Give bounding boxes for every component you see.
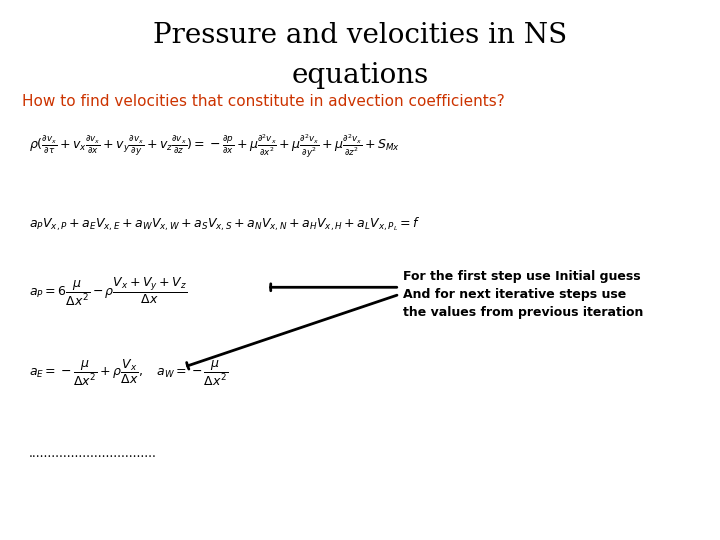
Text: Pressure and velocities in NS: Pressure and velocities in NS bbox=[153, 22, 567, 49]
Text: How to find velocities that constitute in advection coefficients?: How to find velocities that constitute i… bbox=[22, 94, 504, 110]
Text: For the first step use Initial guess
And for next iterative steps use
the values: For the first step use Initial guess And… bbox=[403, 270, 644, 319]
Text: $a_P=6\dfrac{\mu}{\Delta x^2}-\rho\dfrac{V_x+V_y+V_z}{\Delta x}$: $a_P=6\dfrac{\mu}{\Delta x^2}-\rho\dfrac… bbox=[29, 275, 187, 308]
Text: $a_E=-\dfrac{\mu}{\Delta x^2}+\rho\dfrac{V_x}{\Delta x},\quad a_W=-\dfrac{\mu}{\: $a_E=-\dfrac{\mu}{\Delta x^2}+\rho\dfrac… bbox=[29, 357, 228, 388]
Text: $\rho(\frac{\partial v_x}{\partial \tau}+v_x\frac{\partial v_x}{\partial x}+v_y\: $\rho(\frac{\partial v_x}{\partial \tau}… bbox=[29, 132, 400, 159]
Text: $a_P V_{x,P}+a_E V_{x,E}+a_W V_{x,W}+a_S V_{x,S}+a_N V_{x,N}+a_H V_{x,H}+a_L V_{: $a_P V_{x,P}+a_E V_{x,E}+a_W V_{x,W}+a_S… bbox=[29, 215, 420, 233]
Text: .................................: ................................. bbox=[29, 447, 157, 460]
Text: equations: equations bbox=[292, 62, 428, 89]
